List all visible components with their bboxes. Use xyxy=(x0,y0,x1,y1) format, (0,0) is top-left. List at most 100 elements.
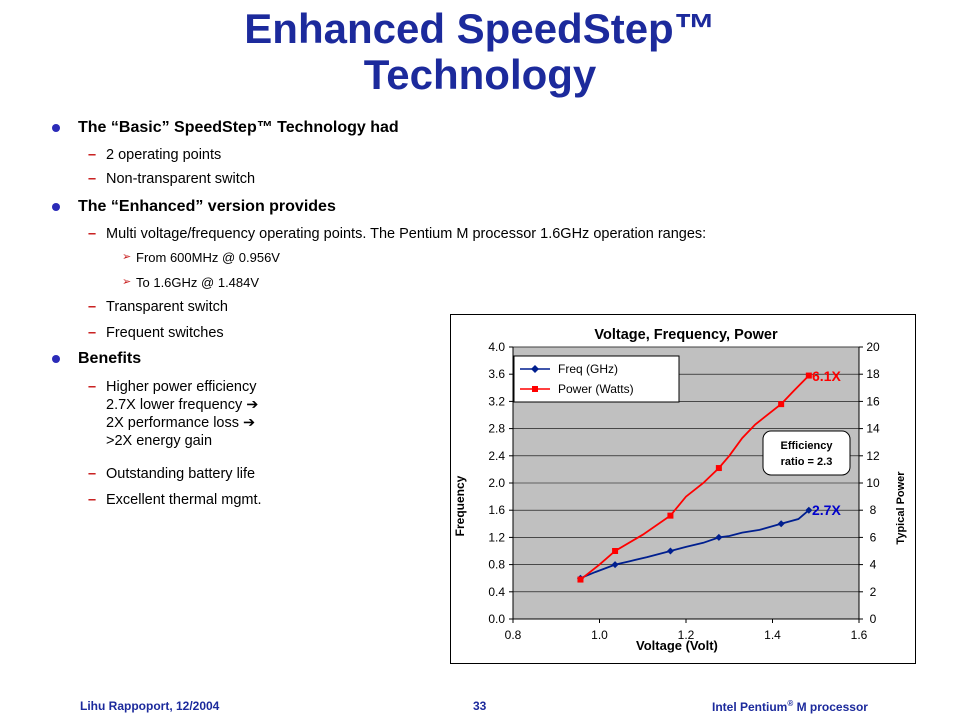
power-data-point xyxy=(715,465,722,472)
y-tick-label: 3.6 xyxy=(488,367,505,381)
power-data-point xyxy=(612,548,619,554)
sub-bullet-text: Transparent switch xyxy=(106,299,228,315)
chart-legend: Freq (GHz) Power (Watts) xyxy=(513,355,680,403)
power-data-point xyxy=(805,372,812,379)
chart-title: Voltage, Frequency, Power xyxy=(594,327,778,343)
y2-tick-label: 18 xyxy=(866,367,880,381)
title-line-1: Enhanced SpeedStep™ xyxy=(244,5,716,52)
dash-icon: – xyxy=(88,466,97,482)
bullet-text: Benefits xyxy=(78,350,142,367)
benefit-line: 2.7X lower frequency ➔ xyxy=(106,396,258,414)
footer-product-sup: ® xyxy=(787,699,794,708)
efficiency-box xyxy=(762,430,851,476)
sub-bullet-text: Non-transparent switch xyxy=(106,171,256,187)
footer-author: Lihu Rappoport, 12/2004 xyxy=(80,699,220,713)
bullet-dot-icon xyxy=(52,203,60,211)
y2-tick-label: 16 xyxy=(866,394,880,408)
benefit-line: >2X energy gain xyxy=(106,433,213,449)
sub-bullet-text: 2 operating points xyxy=(106,147,222,163)
bullet-dot-icon xyxy=(52,124,60,132)
sub-bullet-text: Outstanding battery life xyxy=(106,466,256,482)
footer-page-number: 33 xyxy=(473,699,487,713)
y-axis-ticks: 0.0 0.4 0.8 1.2 1.6 2.0 2.4 2.8 3.2 3.6 4.0 xyxy=(488,340,513,626)
legend-power-marker xyxy=(532,386,538,392)
y2-axis-label: Typical Power xyxy=(895,471,907,545)
y2-tick-label: 12 xyxy=(866,449,880,463)
dash-icon: – xyxy=(88,171,97,187)
y2-tick-label: 6 xyxy=(870,530,877,544)
y2-axis-ticks: 0 2 4 6 8 10 12 14 16 18 20 xyxy=(859,340,880,626)
title-line-2: Technology xyxy=(363,51,597,98)
y2-tick-label: 20 xyxy=(866,340,880,354)
dash-icon: – xyxy=(88,299,97,315)
x-tick-label: 1.6 xyxy=(851,628,868,642)
sub-bullet-text: Excellent thermal mgmt. xyxy=(106,492,262,508)
y-tick-label: 3.2 xyxy=(488,394,505,408)
x-tick-label: 1.2 xyxy=(678,628,695,642)
freq-data-point xyxy=(777,520,785,528)
y2-tick-label: 10 xyxy=(866,476,880,490)
x-tick-label: 1.0 xyxy=(591,628,608,642)
voltage-frequency-power-chart: Voltage, Frequency, Power 0.0 0.4 0.8 1.2 1.… xyxy=(450,314,916,664)
power-data-point xyxy=(667,512,674,519)
benefit-line: 2X performance loss ➔ xyxy=(106,414,258,432)
arrow-right-icon: ➔ xyxy=(246,397,259,413)
sub-sub-bullet-text: To 1.6GHz @ 1.484V xyxy=(136,275,260,290)
dash-icon: – xyxy=(88,379,97,395)
freq-data-point xyxy=(805,506,813,514)
dash-icon: – xyxy=(88,226,97,242)
y-axis-label: Frequency xyxy=(453,475,467,536)
bullet-dot-icon xyxy=(52,355,60,363)
y-tick-label: 0.0 xyxy=(488,612,505,626)
efficiency-line-1: Efficiency xyxy=(781,440,834,452)
y-tick-label: 1.6 xyxy=(488,503,505,517)
legend-box xyxy=(513,355,680,403)
y-tick-label: 2.0 xyxy=(488,476,505,490)
freq-data-point xyxy=(611,561,619,569)
benefit-line-text: 2X performance loss xyxy=(106,415,239,431)
dash-icon: – xyxy=(88,325,97,341)
dash-icon: – xyxy=(88,492,97,508)
series-group xyxy=(576,372,813,583)
dash-icon: – xyxy=(88,147,97,163)
power-data-point xyxy=(577,576,584,583)
benefit-line: Higher power efficiency xyxy=(106,379,257,395)
power-ratio-label: 6.1X xyxy=(812,368,841,384)
y-tick-label: 2.4 xyxy=(488,449,505,463)
y2-tick-label: 4 xyxy=(870,558,877,572)
x-tick-label: 0.8 xyxy=(505,628,522,642)
y-tick-label: 4.0 xyxy=(488,340,505,354)
y-tick-label: 0.8 xyxy=(488,558,505,572)
power-data-point xyxy=(778,401,785,408)
slide-title: Enhanced SpeedStep™ Technology xyxy=(0,6,960,98)
arrow-icon: ➢ xyxy=(122,251,132,263)
efficiency-line-2: ratio = 2.3 xyxy=(781,456,833,468)
series-line-freq xyxy=(580,509,810,580)
freq-data-point xyxy=(715,533,723,541)
legend-freq-marker xyxy=(531,365,539,373)
footer-product: Intel Pentium® M processor xyxy=(712,699,868,714)
footer-product-name: Intel Pentium xyxy=(712,700,788,714)
sub-bullet-text: Multi voltage/frequency operating points… xyxy=(106,226,707,242)
x-axis-ticks: 0.8 1.0 1.2 1.4 1.6 xyxy=(505,619,868,642)
freq-ratio-label: 2.7X xyxy=(812,502,841,518)
y-tick-label: 2.8 xyxy=(488,422,505,436)
freq-data-point xyxy=(666,547,674,555)
series-line-power xyxy=(579,374,810,581)
y-tick-label: 0.4 xyxy=(488,585,505,599)
y2-tick-label: 8 xyxy=(870,503,877,517)
efficiency-callout: Efficiency ratio = 2.3 xyxy=(762,430,851,476)
x-axis-label: Voltage (Volt) xyxy=(636,638,718,653)
benefit-line-text: 2.7X lower frequency xyxy=(106,397,243,413)
bullet-text: The “Enhanced” version provides xyxy=(78,198,336,215)
y2-tick-label: 14 xyxy=(866,422,880,436)
legend-freq-label: Freq (GHz) xyxy=(558,362,618,376)
footer-product-rest: M processor xyxy=(793,700,868,714)
y-tick-label: 1.2 xyxy=(488,530,505,544)
y2-tick-label: 0 xyxy=(870,612,877,626)
bullet-text: The “Basic” SpeedStep™ Technology had xyxy=(78,119,399,136)
legend-power-label: Power (Watts) xyxy=(558,382,634,396)
sub-sub-bullet-text: From 600MHz @ 0.956V xyxy=(136,250,280,265)
arrow-right-icon: ➔ xyxy=(243,415,256,431)
y2-tick-label: 2 xyxy=(870,585,877,599)
